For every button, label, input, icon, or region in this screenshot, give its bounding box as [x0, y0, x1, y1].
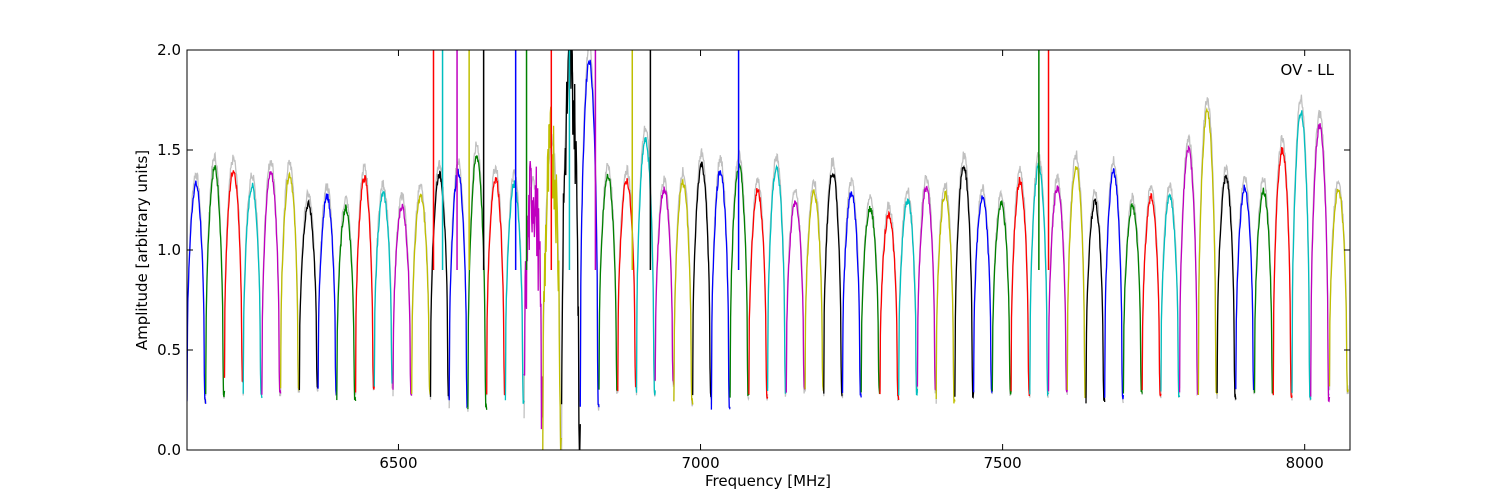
- series-channel-line: [279, 171, 301, 392]
- series-channel-line: [898, 198, 919, 396]
- series-channel-line: [1216, 174, 1237, 400]
- y-tick-label: 2.0: [157, 41, 181, 59]
- series-channel-line: [1291, 110, 1312, 400]
- series-channel-line: [298, 199, 319, 391]
- series-channel-line: [991, 200, 1012, 395]
- x-tick-label: 7000: [681, 454, 719, 472]
- y-tick-label: 0.0: [157, 441, 181, 459]
- series-channel-line: [560, 50, 581, 450]
- x-tick-label: 8000: [1286, 454, 1324, 472]
- x-tick-label: 6500: [379, 454, 417, 472]
- series-channel-line: [710, 170, 731, 410]
- y-axis-ticks: 0.0 0.5 1.0 1.5 2.0: [157, 41, 1350, 459]
- series-channel-line: [654, 186, 675, 386]
- series-channel-line: [635, 137, 656, 396]
- series-channel-line: [1253, 187, 1274, 394]
- series-channel-line: [542, 106, 563, 450]
- series-channel-line: [1178, 144, 1200, 396]
- series-channel-line: [692, 161, 713, 398]
- series-channel-line: [1310, 123, 1331, 403]
- series-channel-line: [1272, 146, 1293, 398]
- y-axis-label: Amplitude [arbitrary units]: [133, 150, 151, 350]
- series-channel-line: [242, 182, 263, 399]
- series-channel-line: [841, 191, 862, 398]
- series-channel-line: [729, 162, 750, 398]
- series-channel-line: [804, 189, 825, 392]
- series-channel-line: [486, 177, 506, 396]
- series-channel-line: [336, 204, 357, 401]
- series-channel-line: [766, 164, 787, 394]
- series-channel-line: [187, 180, 207, 404]
- series-channel-line: [1328, 188, 1349, 393]
- series-channel-line: [1066, 166, 1087, 399]
- series-channel-line: [1047, 185, 1068, 393]
- series-channel-line: [972, 195, 993, 394]
- series-channel-line: [1010, 176, 1031, 397]
- y-tick-label: 1.0: [157, 241, 181, 259]
- series-channel-line: [504, 180, 525, 404]
- x-tick-label: 7500: [984, 454, 1022, 472]
- series-channel-line: [879, 210, 900, 401]
- series-layer: [187, 50, 1349, 450]
- series-channel-line: [954, 164, 975, 399]
- series-channel-line: [1141, 192, 1162, 397]
- series-channel-line: [317, 193, 338, 396]
- series-channel-line: [392, 203, 413, 396]
- series-channel-line: [205, 165, 226, 398]
- y-tick-label: 0.5: [157, 341, 181, 359]
- background-trace-segment: [542, 133, 563, 450]
- series-channel-line: [823, 172, 843, 397]
- spike-layer: [432, 50, 1050, 270]
- x-axis-ticks: 6500 7000 7500 8000: [379, 50, 1324, 472]
- series-channel-line: [373, 189, 394, 387]
- series-channel-line: [598, 173, 619, 391]
- series-channel-line: [354, 174, 375, 393]
- series-channel-line: [916, 185, 937, 392]
- series-channel-line: [748, 188, 769, 399]
- series-channel-line: [411, 193, 432, 396]
- x-axis-label: Frequency [MHz]: [705, 472, 831, 490]
- series-channel-line: [261, 171, 282, 395]
- series-channel-line: [1160, 192, 1181, 398]
- series-channel-line: [1235, 184, 1256, 391]
- y-tick-label: 1.5: [157, 141, 181, 159]
- series-channel-line: [785, 200, 806, 393]
- series-channel-line: [617, 178, 638, 392]
- series-channel-line: [1197, 107, 1218, 396]
- chart-annotation: OV - LL: [1281, 61, 1335, 79]
- series-channel-line: [1122, 202, 1143, 394]
- series-channel-line: [223, 170, 244, 382]
- series-channel-line: [448, 168, 469, 409]
- series-channel-line: [1085, 198, 1106, 404]
- series-channel-line: [860, 205, 881, 395]
- series-channel-line: [935, 189, 956, 404]
- series-channel-line: [673, 178, 694, 405]
- series-channel-line: [1104, 168, 1125, 400]
